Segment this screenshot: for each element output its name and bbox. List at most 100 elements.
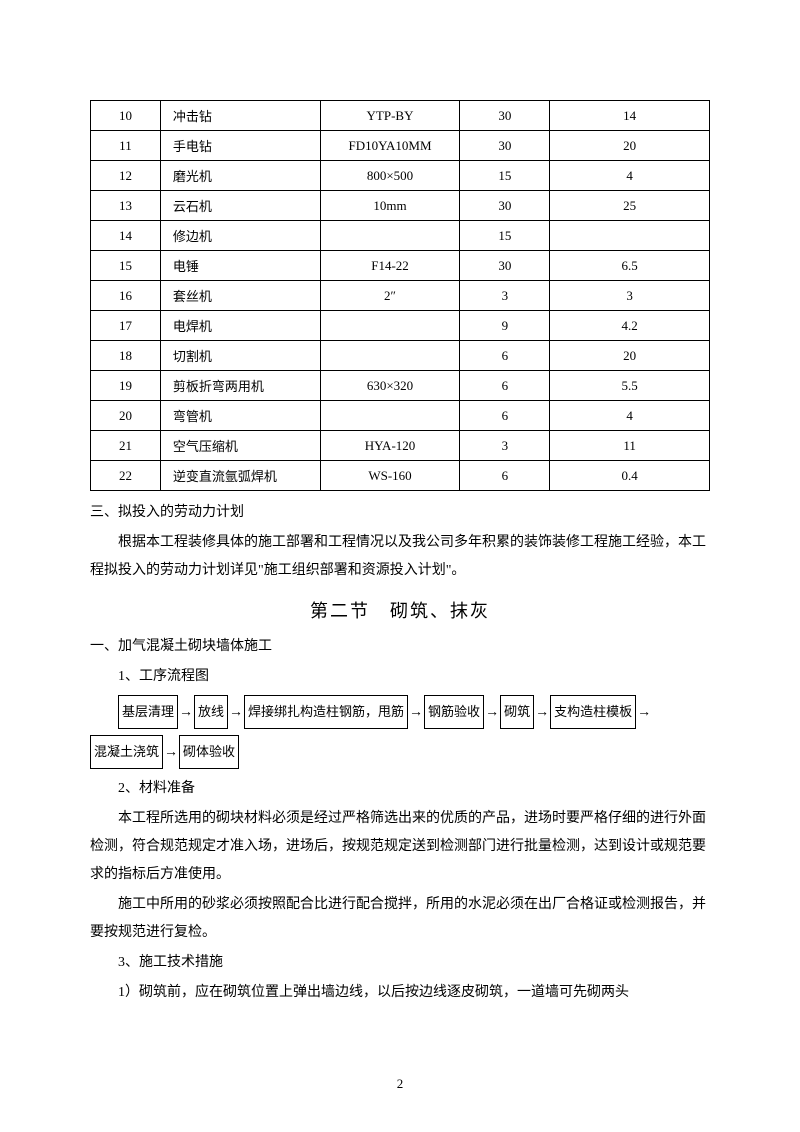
flow-step: 焊接绑扎构造柱钢筋，甩筋 — [244, 695, 408, 729]
table-cell: 14 — [550, 101, 710, 131]
table-cell: 空气压缩机 — [160, 431, 320, 461]
table-cell: 套丝机 — [160, 281, 320, 311]
equipment-table: 10冲击钻YTP-BY301411手电钻FD10YA10MM302012磨光机8… — [90, 100, 710, 491]
table-cell: 4 — [550, 161, 710, 191]
table-row: 17电焊机 94.2 — [91, 311, 710, 341]
table-cell: 6.5 — [550, 251, 710, 281]
heading-masonry: 一、加气混凝土砌块墙体施工 — [90, 633, 710, 661]
table-cell: 15 — [460, 161, 550, 191]
table-cell: 云石机 — [160, 191, 320, 221]
table-cell: 电焊机 — [160, 311, 320, 341]
table-cell: 剪板折弯两用机 — [160, 371, 320, 401]
table-cell: 630×320 — [320, 371, 460, 401]
table-cell: 手电钻 — [160, 131, 320, 161]
table-row: 21空气压缩机HYA-120311 — [91, 431, 710, 461]
table-cell: 冲击钻 — [160, 101, 320, 131]
table-cell: 3 — [460, 431, 550, 461]
flow-step: 钢筋验收 — [424, 695, 484, 729]
table-cell: 10 — [91, 101, 161, 131]
table-cell: 14 — [91, 221, 161, 251]
tech-para-1: 1）砌筑前，应在砌筑位置上弹出墙边线，以后按边线逐皮砌筑，一道墙可先砌两头 — [90, 979, 710, 1007]
arrow-icon: → — [178, 697, 194, 729]
table-row: 19剪板折弯两用机630×32065.5 — [91, 371, 710, 401]
table-cell: 30 — [460, 251, 550, 281]
table-cell — [550, 221, 710, 251]
table-cell: 21 — [91, 431, 161, 461]
labor-plan-paragraph: 根据本工程装修具体的施工部署和工程情况以及我公司多年积累的装饰装修工程施工经验，… — [90, 529, 710, 585]
table-row: 22逆变直流氩弧焊机WS-16060.4 — [91, 461, 710, 491]
flow-step: 支构造柱模板 — [550, 695, 636, 729]
table-cell: 10mm — [320, 191, 460, 221]
sub-material-prep: 2、材料准备 — [90, 775, 710, 803]
table-row: 18切割机620 — [91, 341, 710, 371]
table-cell: 6 — [460, 401, 550, 431]
table-cell: 6 — [460, 461, 550, 491]
table-cell: 3 — [550, 281, 710, 311]
table-cell: 逆变直流氩弧焊机 — [160, 461, 320, 491]
table-cell: 17 — [91, 311, 161, 341]
table-row: 16套丝机2″33 — [91, 281, 710, 311]
table-cell: HYA-120 — [320, 431, 460, 461]
arrow-icon: → — [534, 697, 550, 729]
table-cell: 20 — [550, 131, 710, 161]
table-cell: 15 — [91, 251, 161, 281]
table-cell: 20 — [91, 401, 161, 431]
table-cell: 11 — [550, 431, 710, 461]
arrow-icon: → — [636, 697, 652, 729]
table-cell: 30 — [460, 101, 550, 131]
table-cell: 9 — [460, 311, 550, 341]
heading-labor-plan: 三、拟投入的劳动力计划 — [90, 499, 710, 527]
sub-flowchart: 1、工序流程图 — [90, 663, 710, 691]
arrow-icon: → — [228, 697, 244, 729]
table-cell: 20 — [550, 341, 710, 371]
table-cell — [320, 401, 460, 431]
table-cell: 4 — [550, 401, 710, 431]
table-cell: 2″ — [320, 281, 460, 311]
table-cell: FD10YA10MM — [320, 131, 460, 161]
table-cell: 6 — [460, 341, 550, 371]
section-title: 第二节 砌筑、抹灰 — [90, 597, 710, 623]
sub-tech-measures: 3、施工技术措施 — [90, 949, 710, 977]
arrow-icon: → — [484, 697, 500, 729]
material-para-2: 施工中所用的砂浆必须按照配合比进行配合搅拌，所用的水泥必须在出厂合格证或检测报告… — [90, 891, 710, 947]
table-cell: 19 — [91, 371, 161, 401]
page-number: 2 — [397, 1076, 404, 1092]
table-row: 11手电钻FD10YA10MM3020 — [91, 131, 710, 161]
table-cell: 弯管机 — [160, 401, 320, 431]
table-cell — [320, 311, 460, 341]
table-row: 20弯管机 64 — [91, 401, 710, 431]
table-cell: WS-160 — [320, 461, 460, 491]
flow-step: 基层清理 — [118, 695, 178, 729]
table-cell: 4.2 — [550, 311, 710, 341]
process-flow-line1: 基层清理→放线→焊接绑扎构造柱钢筋，甩筋→钢筋验收→砌筑→支构造柱模板→ — [90, 695, 710, 729]
flow-step: 放线 — [194, 695, 228, 729]
flow-step: 混凝土浇筑 — [90, 735, 163, 769]
table-cell: 800×500 — [320, 161, 460, 191]
table-row: 12磨光机800×500154 — [91, 161, 710, 191]
table-cell: 0.4 — [550, 461, 710, 491]
flow-step: 砌筑 — [500, 695, 534, 729]
table-row: 15电锤F14-22306.5 — [91, 251, 710, 281]
table-cell: 15 — [460, 221, 550, 251]
table-cell: 11 — [91, 131, 161, 161]
material-para-1: 本工程所选用的砌块材料必须是经过严格筛选出来的优质的产品，进场时要严格仔细的进行… — [90, 805, 710, 889]
table-cell: 30 — [460, 131, 550, 161]
table-cell: 13 — [91, 191, 161, 221]
table-cell: 12 — [91, 161, 161, 191]
table-cell — [320, 341, 460, 371]
table-cell — [320, 221, 460, 251]
arrow-icon: → — [408, 697, 424, 729]
table-row: 14修边机 15 — [91, 221, 710, 251]
table-cell: 磨光机 — [160, 161, 320, 191]
table-cell: 5.5 — [550, 371, 710, 401]
table-cell: 25 — [550, 191, 710, 221]
table-cell: 16 — [91, 281, 161, 311]
process-flow-line2: 混凝土浇筑→砌体验收 — [90, 735, 710, 769]
table-cell: 修边机 — [160, 221, 320, 251]
table-cell: 22 — [91, 461, 161, 491]
table-row: 13云石机10mm3025 — [91, 191, 710, 221]
table-cell: 3 — [460, 281, 550, 311]
flow-step: 砌体验收 — [179, 735, 239, 769]
arrow-icon: → — [163, 737, 179, 769]
table-cell: 6 — [460, 371, 550, 401]
